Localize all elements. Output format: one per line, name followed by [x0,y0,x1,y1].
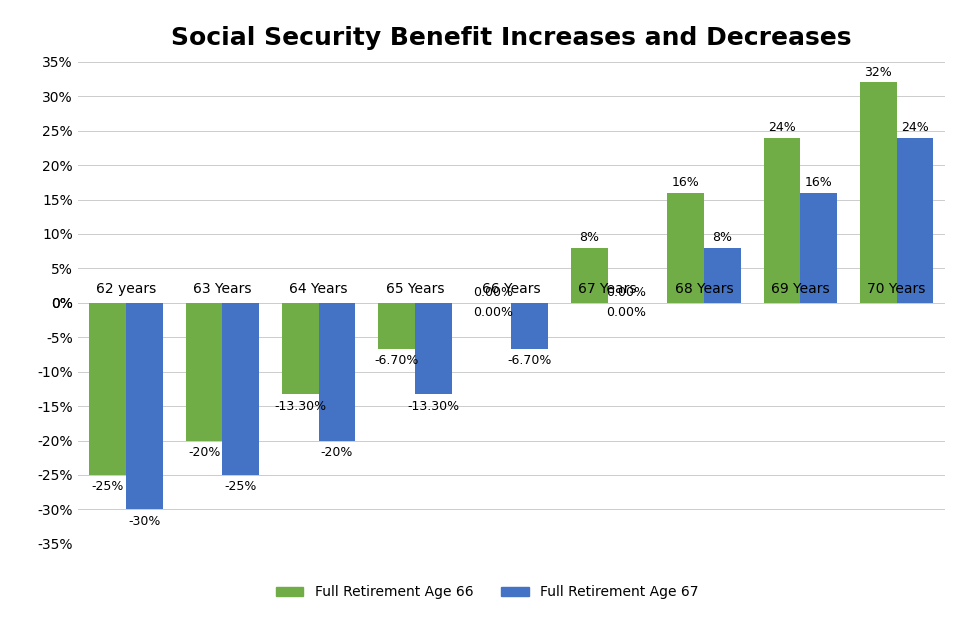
Text: -6.70%: -6.70% [375,355,419,368]
Bar [764,138,801,303]
Text: 24%: 24% [768,121,796,134]
Text: -20%: -20% [188,446,220,459]
Text: 8%: 8% [580,231,599,244]
Text: 16%: 16% [805,176,833,189]
Text: 16%: 16% [672,176,699,189]
Text: 32%: 32% [865,66,892,79]
Bar [318,303,356,441]
Text: 8%: 8% [712,231,732,244]
Bar [126,303,163,509]
Text: -20%: -20% [320,446,354,459]
Text: 0.00%: 0.00% [606,307,646,320]
Bar [186,303,222,441]
Legend: Full Retirement Age 66, Full Retirement Age 67: Full Retirement Age 66, Full Retirement … [270,580,704,605]
Text: 0.00%: 0.00% [606,286,646,299]
Bar [860,82,897,303]
Bar [897,138,933,303]
Title: Social Security Benefit Increases and Decreases: Social Security Benefit Increases and De… [171,26,851,50]
Bar [379,303,415,349]
Text: 0.00%: 0.00% [473,286,513,299]
Text: -30%: -30% [129,515,161,528]
Bar [667,193,704,303]
Bar [801,193,837,303]
Bar [511,303,548,349]
Text: 24%: 24% [901,121,929,134]
Text: -13.30%: -13.30% [407,400,460,413]
Bar [222,303,259,475]
Text: -25%: -25% [225,480,257,494]
Text: -6.70%: -6.70% [507,355,552,368]
Bar [415,303,452,394]
Text: 0.00%: 0.00% [473,307,513,320]
Text: -13.30%: -13.30% [275,400,326,413]
Bar [704,248,740,303]
Bar [571,248,608,303]
Bar [282,303,318,394]
Bar [90,303,126,475]
Text: -25%: -25% [92,480,124,494]
